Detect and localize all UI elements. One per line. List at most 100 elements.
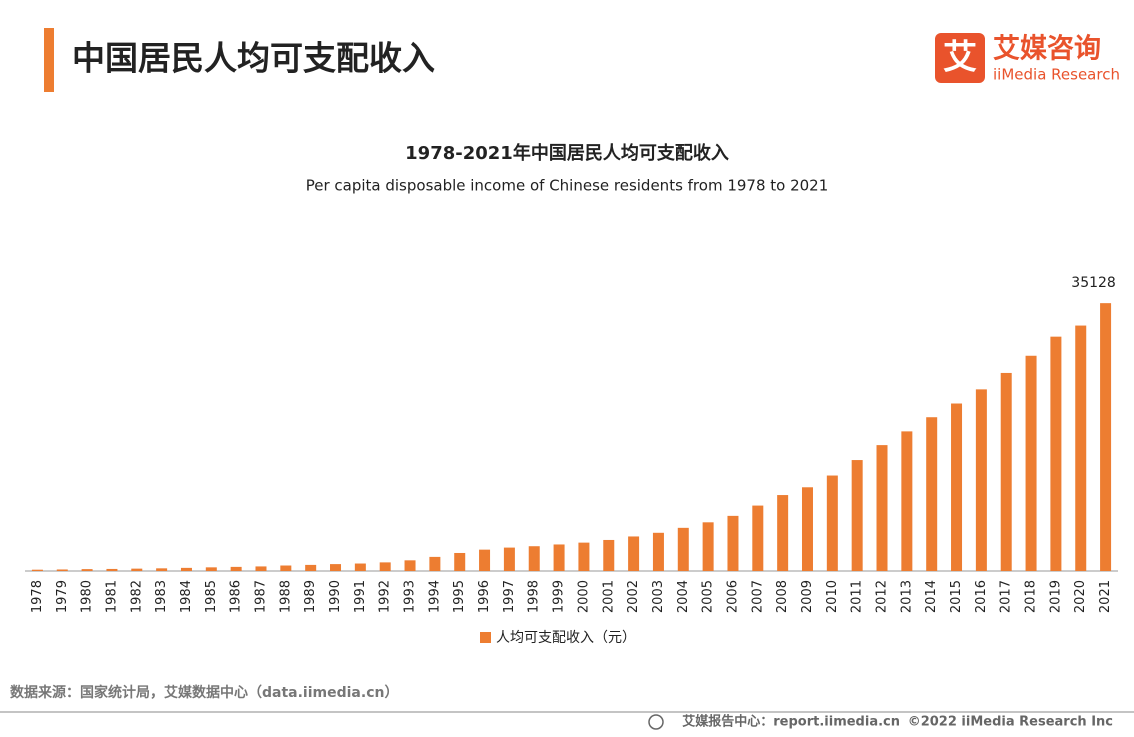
bar: [131, 568, 143, 571]
bar: [628, 536, 640, 571]
bar: [752, 505, 764, 571]
bar: [777, 495, 789, 571]
bar: [901, 431, 913, 571]
x-tick-label: 2012: [875, 580, 890, 613]
logo-name: 艾媒咨询: [993, 33, 1101, 65]
bar: [81, 569, 93, 571]
x-tick-label: 1978: [30, 580, 45, 613]
x-tick-label: 2016: [974, 580, 989, 613]
bar: [205, 567, 217, 571]
bar: [677, 527, 689, 571]
x-tick-label: 2007: [750, 580, 765, 613]
bar: [826, 475, 838, 571]
x-tick-label: 2000: [576, 580, 591, 613]
bar: [603, 539, 615, 571]
x-tick-label: 2006: [725, 580, 740, 613]
x-tick-label: 1983: [154, 580, 169, 613]
logo-icon: 艾: [943, 38, 977, 78]
bar: [578, 542, 590, 571]
source: 数据来源：国家统计局，艾媒数据中心（data.iimedia.cn）: [10, 684, 398, 701]
x-tick-label: 1981: [104, 580, 119, 613]
bar: [180, 567, 192, 571]
bar: [1075, 325, 1087, 571]
bar: [727, 515, 739, 571]
bar: [926, 417, 938, 571]
x-tick-label: 1982: [129, 580, 144, 613]
x-tick-label: 1997: [502, 580, 517, 613]
bar: [975, 389, 987, 571]
x-tick-label: 1996: [477, 580, 492, 613]
chart-subtitle: Per capita disposable income of Chinese …: [306, 177, 829, 195]
x-tick-label: 1994: [427, 580, 442, 613]
x-tick-label: 2015: [949, 580, 964, 613]
x-tick-label: 2010: [825, 580, 840, 613]
bar: [1050, 336, 1062, 571]
legend-swatch: [480, 632, 491, 643]
bar: [528, 546, 540, 571]
x-tick-label: 2002: [626, 580, 641, 613]
bar: [330, 564, 342, 571]
x-tick-label: 1987: [253, 580, 268, 613]
x-tick-label: 2005: [701, 580, 716, 613]
x-tick-label: 1990: [328, 580, 343, 613]
x-tick-label: 2017: [999, 580, 1014, 613]
x-tick-label: 1979: [55, 580, 70, 613]
x-tick-label: 1995: [452, 580, 467, 613]
bar: [702, 522, 714, 571]
bar: [56, 569, 68, 571]
bar: [503, 547, 515, 571]
bar: [553, 544, 565, 571]
bar: [230, 566, 242, 571]
bar: [280, 565, 292, 571]
x-tick-label: 1992: [378, 580, 393, 613]
bar: [851, 460, 863, 571]
bar: [156, 568, 168, 571]
legend-label: 人均可支配收入（元）: [496, 630, 636, 646]
x-tick-label: 1988: [278, 580, 293, 613]
bar: [379, 562, 391, 571]
footer-report: 艾媒报告中心：report.iimedia.cn: [682, 714, 900, 730]
x-tick-label: 1998: [527, 580, 542, 613]
x-tick-label: 2001: [601, 580, 616, 613]
bar: [429, 556, 441, 571]
bar: [354, 563, 366, 571]
x-tick-label: 2013: [899, 580, 914, 613]
bar: [305, 564, 317, 571]
x-tick-label: 1985: [204, 580, 219, 613]
bar: [876, 445, 888, 571]
bar: [1025, 355, 1037, 571]
x-tick-label: 2021: [1098, 580, 1113, 613]
bar: [1100, 303, 1112, 571]
x-tick-label: 2019: [1048, 580, 1063, 613]
bar: [255, 566, 267, 571]
bar: [106, 568, 118, 571]
data-label: 35128: [1071, 275, 1116, 291]
bar: [454, 552, 466, 571]
bar: [1000, 372, 1012, 571]
x-tick-label: 1999: [552, 580, 567, 613]
x-tick-label: 2003: [651, 580, 666, 613]
chart-title: 1978-2021年中国居民人均可支配收入: [405, 142, 729, 164]
footer-copyright: ©2022 iiMedia Research Inc: [908, 715, 1113, 730]
bar: [652, 532, 664, 571]
x-tick-label: 1986: [229, 580, 244, 613]
x-tick-label: 2011: [850, 580, 865, 613]
x-tick-label: 2014: [924, 580, 939, 613]
bar: [479, 549, 491, 571]
bar: [31, 569, 43, 571]
page-title: 中国居民人均可支配收入: [72, 39, 435, 78]
x-tick-label: 1993: [403, 580, 418, 613]
bar: [801, 487, 813, 571]
x-tick-label: 2009: [800, 580, 815, 613]
x-tick-label: 1980: [80, 580, 95, 613]
header-accent: [44, 28, 54, 92]
bar: [951, 403, 963, 571]
logo-box: [935, 33, 985, 83]
x-tick-label: 1989: [303, 580, 318, 613]
x-tick-label: 1984: [179, 580, 194, 613]
logo-sub: iiMedia Research: [993, 66, 1120, 84]
footer-icon: [648, 714, 664, 730]
x-tick-label: 2018: [1024, 580, 1039, 613]
x-tick-label: 1991: [353, 580, 368, 613]
